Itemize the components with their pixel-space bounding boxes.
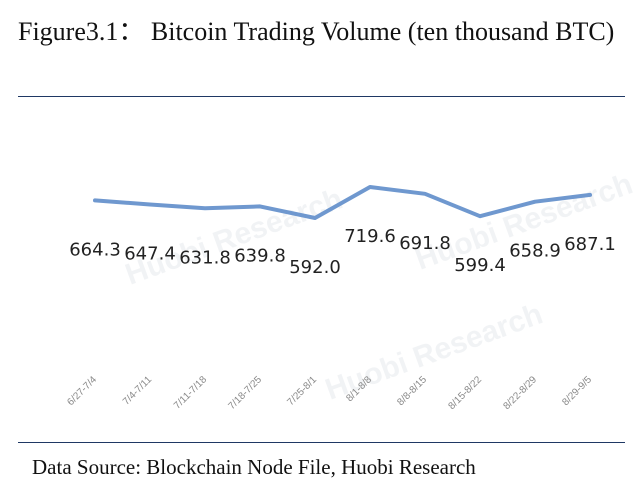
data-label: 658.9 xyxy=(509,241,561,262)
data-label: 631.8 xyxy=(179,247,231,268)
data-label: 691.8 xyxy=(399,233,451,254)
x-tick-label: 8/15-8/22 xyxy=(446,374,484,412)
data-label: 599.4 xyxy=(454,255,506,276)
x-tick-label: 8/29-9/5 xyxy=(560,374,594,408)
data-label: 639.8 xyxy=(234,245,286,266)
data-label: 719.6 xyxy=(344,226,396,247)
data-label: 592.0 xyxy=(289,257,341,278)
x-tick-label: 7/18-7/25 xyxy=(226,374,264,412)
bottom-rule xyxy=(18,442,625,443)
top-rule xyxy=(18,96,625,97)
x-tick-label: 7/4-7/11 xyxy=(121,374,155,408)
data-label: 664.3 xyxy=(69,239,121,260)
x-tick-label: 7/25-8/1 xyxy=(285,374,319,408)
chart-title: Figure3.1： Bitcoin Trading Volume (ten t… xyxy=(18,17,615,46)
data-source-note: Data Source: Blockchain Node File, Huobi… xyxy=(32,455,476,479)
x-tick-label: 8/22-8/29 xyxy=(501,374,539,412)
data-label: 687.1 xyxy=(564,234,616,255)
x-tick-label: 7/11-7/18 xyxy=(172,374,209,411)
x-tick-label: 6/27-7/4 xyxy=(65,374,99,408)
series-layer xyxy=(93,185,592,220)
data-label: 647.4 xyxy=(124,244,176,265)
series-line xyxy=(93,185,592,220)
